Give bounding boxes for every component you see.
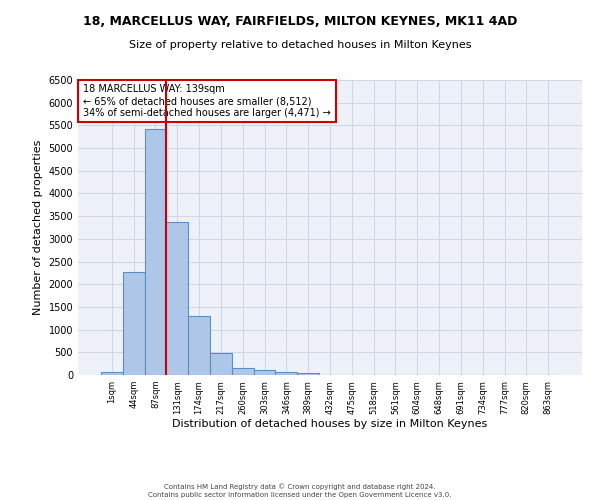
Text: Size of property relative to detached houses in Milton Keynes: Size of property relative to detached ho… bbox=[129, 40, 471, 50]
Text: 18, MARCELLUS WAY, FAIRFIELDS, MILTON KEYNES, MK11 4AD: 18, MARCELLUS WAY, FAIRFIELDS, MILTON KE… bbox=[83, 15, 517, 28]
Bar bbox=[101, 372, 123, 375]
Bar bbox=[210, 354, 232, 375]
Bar bbox=[297, 373, 319, 375]
Text: Contains HM Land Registry data © Crown copyright and database right 2024.
Contai: Contains HM Land Registry data © Crown c… bbox=[148, 484, 452, 498]
X-axis label: Distribution of detached houses by size in Milton Keynes: Distribution of detached houses by size … bbox=[172, 420, 488, 430]
Bar bbox=[275, 372, 297, 375]
Bar bbox=[145, 128, 166, 375]
Text: 18 MARCELLUS WAY: 139sqm
← 65% of detached houses are smaller (8,512)
34% of sem: 18 MARCELLUS WAY: 139sqm ← 65% of detach… bbox=[83, 84, 331, 117]
Bar bbox=[254, 370, 275, 375]
Bar bbox=[232, 368, 254, 375]
Bar bbox=[123, 272, 145, 375]
Y-axis label: Number of detached properties: Number of detached properties bbox=[33, 140, 43, 315]
Bar bbox=[166, 222, 188, 375]
Bar bbox=[188, 316, 210, 375]
